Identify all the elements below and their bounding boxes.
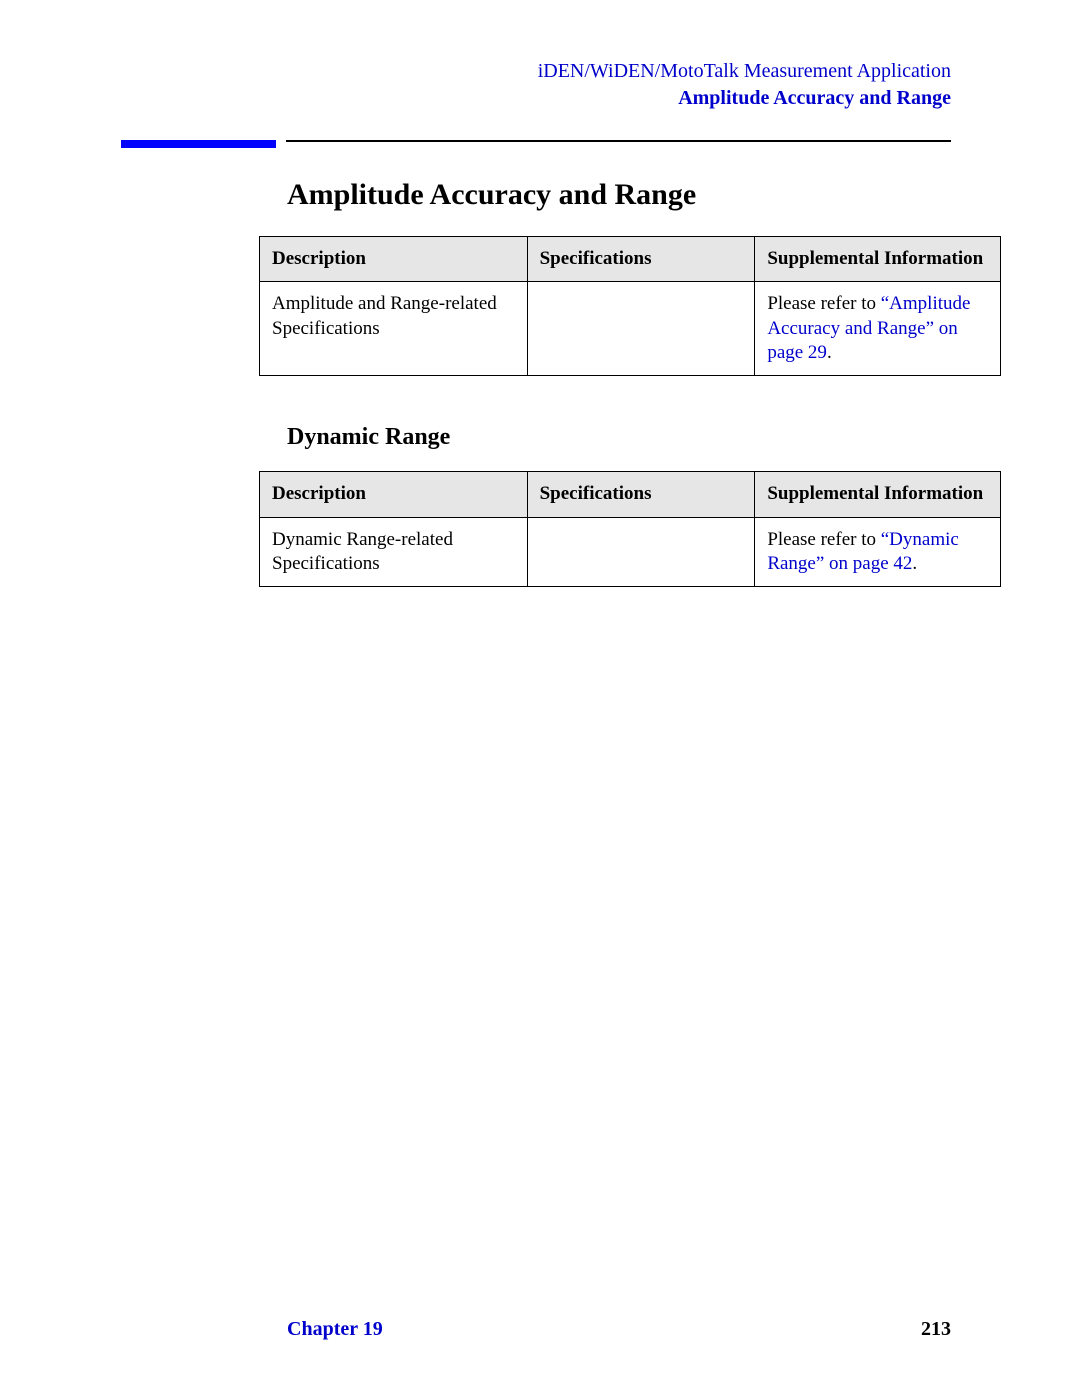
cell-specifications: [527, 517, 755, 587]
col-specifications: Specifications: [527, 472, 755, 517]
supp-suffix: .: [827, 342, 832, 363]
table-header-row: Description Specifications Supplemental …: [260, 237, 1001, 282]
cell-description: Amplitude and Range-related Specificatio…: [260, 282, 528, 376]
col-supplemental: Supplemental Information: [755, 472, 1001, 517]
section-heading-dynamic-range: Dynamic Range: [287, 424, 951, 451]
running-header: iDEN/WiDEN/MotoTalk Measurement Applicat…: [129, 58, 951, 112]
page-footer: Chapter 19 213: [0, 1318, 1080, 1341]
header-rule: [121, 140, 951, 148]
horizontal-rule: [286, 140, 951, 142]
dynamic-range-spec-table: Description Specifications Supplemental …: [259, 471, 1001, 587]
col-description: Description: [260, 472, 528, 517]
col-specifications: Specifications: [527, 237, 755, 282]
blue-accent-bar: [121, 140, 276, 148]
cell-description: Dynamic Range-related Specifications: [260, 517, 528, 587]
table-row: Amplitude and Range-related Specificatio…: [260, 282, 1001, 376]
footer-page-number: 213: [921, 1318, 951, 1341]
col-description: Description: [260, 237, 528, 282]
cell-supplemental: Please refer to “Amplitude Accuracy and …: [755, 282, 1001, 376]
supp-prefix: Please refer to: [767, 293, 880, 314]
col-supplemental: Supplemental Information: [755, 237, 1001, 282]
table-header-row: Description Specifications Supplemental …: [260, 472, 1001, 517]
table-row: Dynamic Range-related Specifications Ple…: [260, 517, 1001, 587]
footer-chapter: Chapter 19: [287, 1318, 383, 1341]
header-section-title: Amplitude Accuracy and Range: [129, 85, 951, 112]
supp-suffix: .: [912, 553, 917, 574]
supp-prefix: Please refer to: [767, 529, 880, 550]
content-area: Amplitude Accuracy and Range Description…: [287, 178, 951, 587]
cell-supplemental: Please refer to “Dynamic Range” on page …: [755, 517, 1001, 587]
amplitude-spec-table: Description Specifications Supplemental …: [259, 236, 1001, 376]
header-application-title: iDEN/WiDEN/MotoTalk Measurement Applicat…: [129, 58, 951, 85]
document-page: iDEN/WiDEN/MotoTalk Measurement Applicat…: [0, 0, 1080, 1397]
cell-specifications: [527, 282, 755, 376]
section-heading-amplitude: Amplitude Accuracy and Range: [287, 178, 951, 212]
